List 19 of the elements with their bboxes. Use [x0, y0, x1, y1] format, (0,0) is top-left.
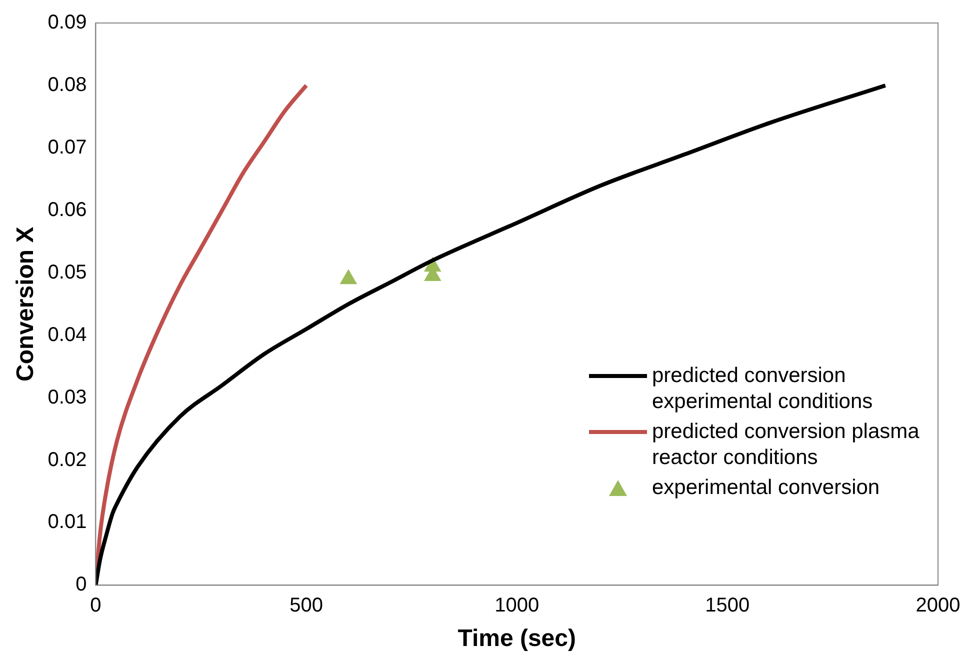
y-tick-label: 0.05 — [48, 261, 87, 284]
y-tick-label: 0.01 — [48, 511, 87, 534]
x-tick-label: 500 — [290, 594, 323, 617]
y-tick-label: 0.08 — [48, 74, 87, 96]
x-tick-label: 2000 — [916, 594, 960, 617]
y-tick-label: 0.03 — [48, 386, 87, 408]
x-tick-label: 1500 — [705, 594, 750, 617]
y-tick-label: 0.06 — [48, 198, 87, 221]
y-axis-title: Conversion X — [12, 226, 40, 382]
point — [340, 270, 357, 284]
y-tick-label: 0.04 — [48, 324, 87, 346]
y-tick-label: 0 — [76, 574, 87, 596]
x-tick-label: 0 — [90, 594, 102, 617]
x-axis-title: Time (sec) — [458, 625, 576, 652]
y-tick-label: 0.09 — [48, 12, 87, 34]
legend-label: experimental conversion — [652, 475, 880, 501]
x-tick-label: 1000 — [494, 594, 540, 617]
y-tick-label: 0.07 — [48, 136, 87, 158]
y-tick-label: 0.02 — [48, 448, 87, 471]
